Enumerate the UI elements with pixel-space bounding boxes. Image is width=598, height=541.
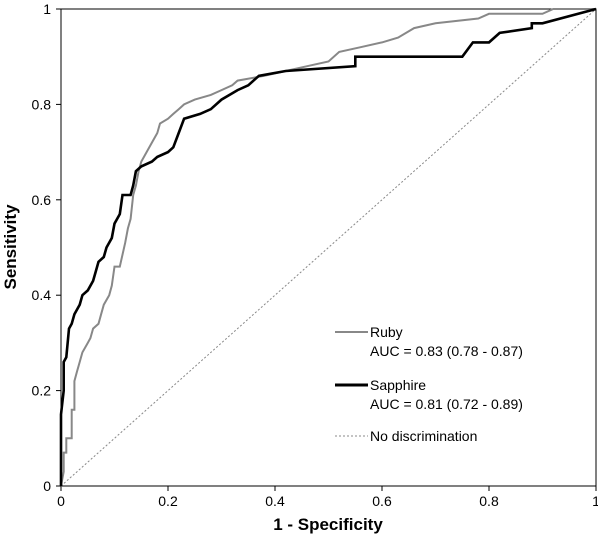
x-axis-ticks: 0 0.2 0.4 0.6 0.8 1 [57,486,598,509]
x-tick-label: 0.8 [479,493,499,509]
y-tick-label: 1 [43,1,51,17]
y-tick-label: 0 [43,478,51,494]
legend-label-no-discrimination: No discrimination [370,428,477,444]
x-axis-label: 1 - Specificity [273,515,383,534]
y-tick-label: 0.4 [32,287,52,303]
series-line-no-discrimination [60,8,597,487]
x-tick-label: 0 [57,493,65,509]
y-tick-label: 0.8 [32,96,52,112]
plot-area [60,8,597,487]
series-layer [59,7,597,487]
series-line-ruby [60,8,596,487]
legend-auc-ruby: AUC = 0.83 (0.78 - 0.87) [370,343,523,359]
y-axis-ticks: 0 0.2 0.4 0.6 0.8 1 [32,1,61,494]
x-tick-label: 0.6 [372,493,392,509]
legend-label-sapphire: Sapphire [370,377,426,393]
x-tick-label: 1 [592,493,598,509]
legend: Ruby AUC = 0.83 (0.78 - 0.87) Sapphire A… [335,324,523,444]
y-axis-label: Sensitivity [1,204,20,290]
y-tick-label: 0.6 [32,192,52,208]
series-line-sapphire [59,7,597,486]
legend-auc-sapphire: AUC = 0.81 (0.72 - 0.89) [370,396,523,412]
x-tick-label: 0.2 [158,493,178,509]
y-tick-label: 0.2 [32,383,52,399]
x-tick-label: 0.4 [265,493,285,509]
legend-label-ruby: Ruby [370,324,403,340]
